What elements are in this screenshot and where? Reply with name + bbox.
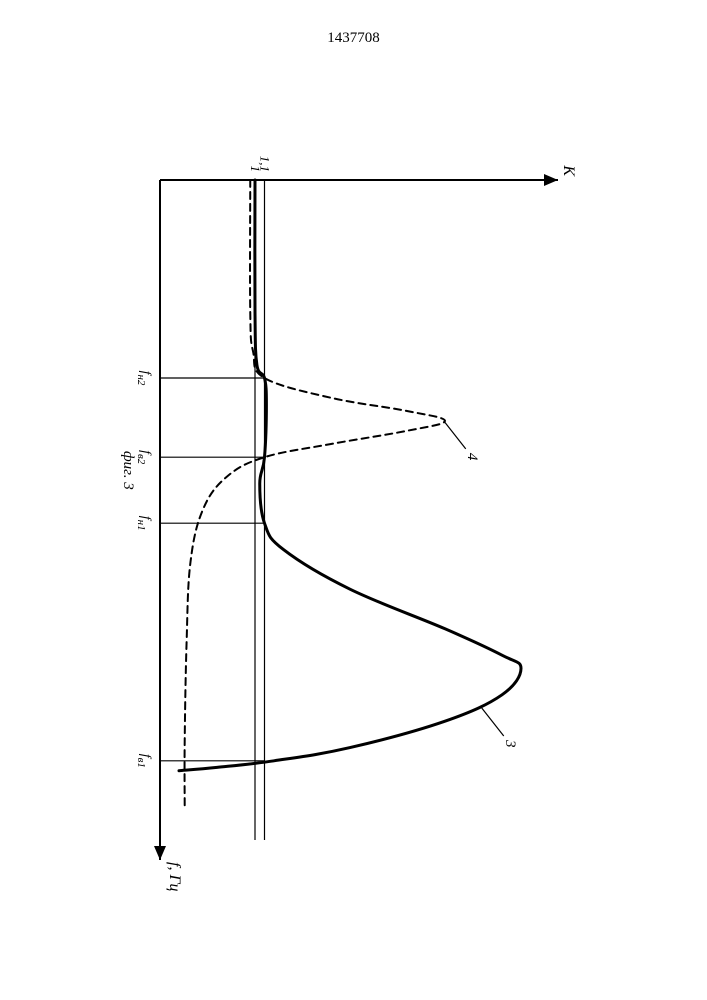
y-tick-label: 1,1: [258, 156, 273, 172]
series-label: 3: [502, 739, 518, 748]
chart-svg: 11,1Кfн2fв2fн1fв1f, Гцфиг. 334: [100, 100, 600, 900]
series-label: 4: [464, 453, 480, 461]
x-tick-label: fн2: [135, 371, 153, 386]
x-tick-label: fн1: [135, 516, 153, 531]
series-curve4: [185, 180, 445, 807]
figure-chart: 11,1Кfн2fв2fн1fв1f, Гцфиг. 334: [100, 100, 600, 900]
y-axis-label: К: [560, 164, 577, 177]
x-tick-label: fв1: [135, 754, 153, 768]
series-curve3: [179, 180, 521, 771]
figure-caption: фиг. 3: [120, 451, 136, 490]
x-tick-label: fв2: [135, 450, 153, 465]
x-axis-label: f, Гц: [166, 862, 183, 892]
page-number: 1437708: [0, 30, 707, 47]
